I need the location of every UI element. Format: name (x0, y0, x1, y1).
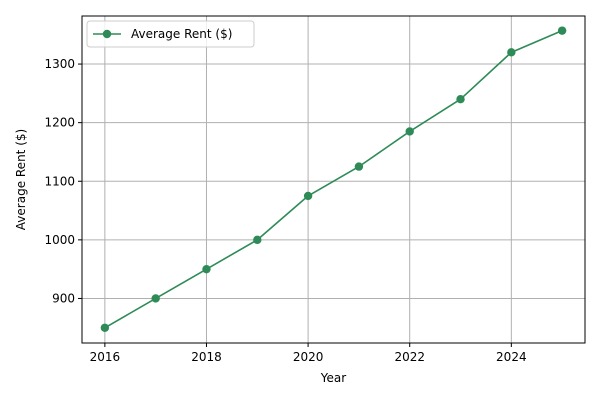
legend-entry-label: Average Rent ($) (131, 27, 232, 41)
x-axis-label: Year (320, 371, 346, 385)
series-layer (100, 26, 567, 332)
x-tick-label: 2018 (191, 350, 222, 364)
y-tick-label: 900 (52, 291, 75, 305)
legend-marker-swatch (102, 29, 112, 39)
y-tick-label: 1200 (44, 116, 75, 130)
data-point (100, 323, 110, 332)
data-point (354, 162, 364, 171)
x-tick-label: 2024 (496, 350, 527, 364)
legend: Average Rent ($) (86, 20, 255, 48)
data-point (557, 26, 567, 35)
data-point (405, 127, 414, 136)
x-tick-label: 2022 (394, 350, 425, 364)
data-point (202, 264, 211, 274)
y-tick-label: 1300 (44, 57, 75, 71)
plot-frame (81, 15, 586, 344)
legend-box (86, 20, 255, 48)
y-tick-label: 1000 (44, 233, 75, 247)
data-point (151, 294, 160, 303)
grid-layer (82, 16, 585, 343)
x-tick-label: 2016 (90, 350, 121, 364)
data-point (303, 191, 313, 201)
data-point (507, 48, 516, 57)
data-point (456, 95, 465, 104)
y-axis-label: Average Rent ($) (14, 129, 28, 230)
series-line (104, 29, 563, 329)
y-tick-label: 1100 (44, 174, 75, 188)
x-tick-label: 2020 (293, 350, 324, 364)
tick-layer: 2016 2018 2020 2022 2024 900 1000 1100 1200 1300 (44, 57, 526, 364)
data-point (253, 235, 262, 245)
